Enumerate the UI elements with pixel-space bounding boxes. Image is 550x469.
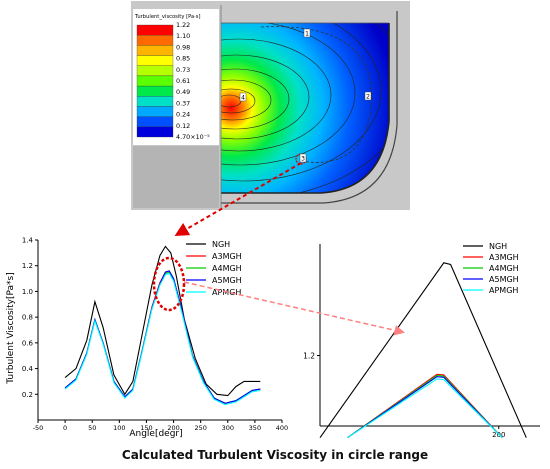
legend-swatch [136,45,174,56]
legend-label: 0.73 [176,66,190,74]
legend-swatch [136,55,174,66]
zoom-series-lines [319,262,527,438]
zoom-legend-label: A3MGH [489,253,519,262]
main-axes: -50 0 50 100 150 200 250 300 350 400 0.2 0.4 0.6 0.8 1… [22,237,288,433]
main-legend-label: NGH [212,240,230,249]
main-x-tick-label: 100 [113,424,125,432]
legend-label: 1.22 [176,21,190,29]
zoom-legend-label: A5MGH [489,275,519,284]
main-y-tick-label: 0.6 [22,339,34,347]
main-y-tick-label: 0.8 [22,314,33,322]
probe-label: 1 [305,31,309,38]
main-legend-label: A3MGH [212,252,242,261]
legend-swatch [136,116,174,127]
main-x-tick-label: 300 [222,424,234,432]
legend-label: 0.61 [176,77,190,85]
main-x-tick-label: 0 [63,424,67,432]
probe-label: 4 [241,95,245,102]
main-series-lines [64,245,261,406]
contour-plot: 1.22 1.10 0.98 0.85 0.73 0.61 0.49 0.37 0.24 0.12… [131,1,410,210]
main-legend: NGH A3MGH A4MGH A5MGH APMGH [186,240,242,297]
main-x-tick-label: 150 [140,424,152,432]
main-legend-label: APMGH [212,288,241,297]
lower-left-block [133,146,219,208]
legend-label: 0.24 [176,111,190,119]
main-x-tick-label: 250 [194,424,206,432]
main-xlabel: Angle[degr] [129,429,182,438]
legend-label: 1.10 [176,32,190,40]
main-y-tick-label: 1.0 [22,288,33,296]
zoom-series-line [319,262,527,438]
main-legend-label: A5MGH [212,276,242,285]
zoom-legend: NGH A3MGH A4MGH A5MGH APMGH [463,242,519,295]
main-y-tick-label: 0.2 [22,391,33,399]
legend-swatch [136,75,174,87]
main-y-tick-label: 1.2 [22,262,33,270]
legend-swatch [136,126,174,138]
legend-label: 0.98 [176,43,190,51]
legend-label: 0.37 [176,99,190,107]
main-line-chart: -50 0 50 100 150 200 250 300 350 400 0.2 0.4 0.6 0.8 1… [6,237,288,439]
main-x-tick-label: -50 [33,424,44,432]
probe-label: 3 [301,156,305,163]
outer-wall [221,11,398,204]
probe-marker [239,92,247,102]
zoom-legend-label: APMGH [489,286,518,295]
legend-swatch [136,85,174,97]
zoom-legend-label: NGH [489,242,507,251]
wall-outline [221,23,390,194]
legend-label: 0.85 [176,55,190,63]
main-series-line [64,272,261,406]
legend-title: Turbulent_viscosity [Pa·s] [134,14,201,20]
main-x-tick-label: 400 [276,424,288,432]
legend-label: 0.12 [176,122,190,130]
legend-swatch [136,24,174,36]
figure-caption: Calculated Turbulent Viscosity in circle… [121,448,429,462]
main-x-tick-label: 50 [88,424,96,432]
main-y-tick-label: 1.4 [22,237,34,245]
main-series-line [64,245,261,397]
main-y-tick-label: 0.4 [22,365,34,373]
main-x-tick-label: 200 [167,424,179,432]
probe-marker [299,153,307,163]
main-legend-label: A4MGH [212,264,242,273]
probe-circle [260,26,373,163]
probe-marker [364,91,372,101]
zoom-y-tick-label: 1.2 [303,352,315,361]
legend-swatch [136,35,174,46]
zoom-legend-label: A4MGH [489,264,519,273]
flow-field [221,23,389,193]
probe-marker [303,28,311,38]
main-x-tick-label: 350 [249,424,261,432]
probe-markers: 1 2 3 4 [239,28,372,163]
legend-swatch [136,96,174,107]
legend-swatch [136,106,174,117]
legend-swatches: 1.22 1.10 0.98 0.85 0.73 0.61 0.49 0.37 0.24 0.12… [136,21,210,141]
legend-swatch [136,65,174,77]
probe-label: 2 [366,94,370,101]
zoom-series-line [347,376,503,438]
legend-label: 0.49 [176,88,190,96]
zoom-series-line [347,378,503,438]
main-ylabel: Turbulent Viscosity[Pa*s] [6,272,16,384]
legend-label: 4.70×10⁻⁵ [176,133,210,141]
